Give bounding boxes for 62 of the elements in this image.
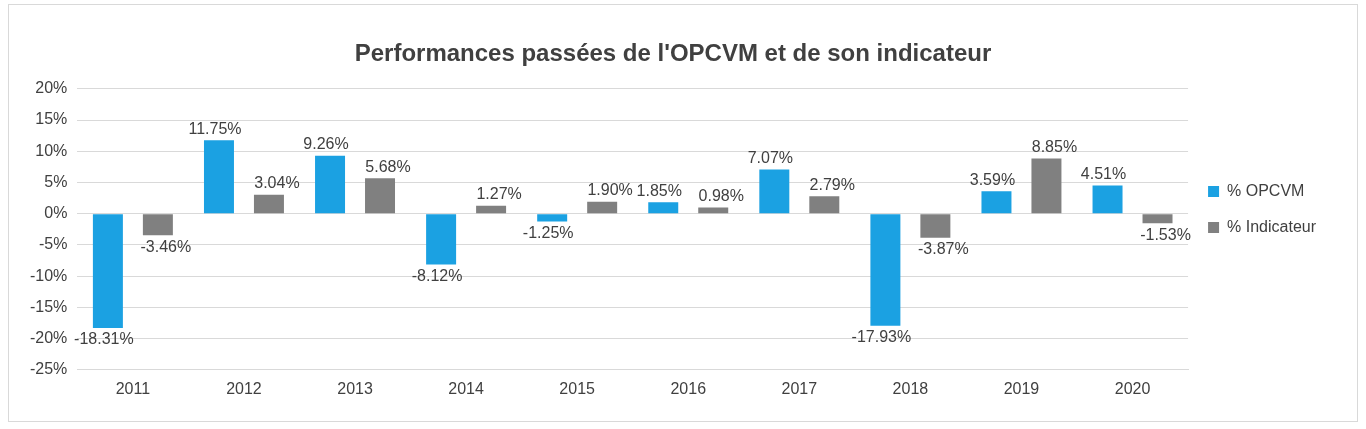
y-tick-label: 15% [35,110,68,128]
bar [1031,158,1062,214]
bar [253,194,284,214]
bar [365,178,396,214]
bar [981,191,1012,214]
bar [759,169,790,214]
data-label: 1.90% [587,181,633,199]
data-label: -8.12% [411,266,463,284]
x-tick-label: 2020 [1114,379,1151,397]
bar [476,205,507,214]
bar [315,155,346,214]
bar [92,214,123,329]
y-tick-label: -20% [29,328,68,346]
x-tick-label: 2015 [559,379,596,397]
bar [587,201,618,214]
data-label: -1.25% [522,223,574,241]
bar [920,214,951,238]
data-label: 0.98% [698,186,744,204]
x-tick-label: 2011 [115,379,151,397]
bar [537,214,568,222]
x-tick-label: 2017 [781,379,818,397]
data-label: 3.59% [969,170,1016,188]
data-label: -3.46% [140,237,192,255]
x-tick-label: 2012 [226,379,262,397]
y-tick-label: -25% [29,360,68,378]
chart-title: Performances passées de l'OPCVM et de son indicateur [354,39,992,67]
x-tick-label: 2018 [892,379,929,397]
bar [426,214,457,265]
data-label: 2.79% [809,175,855,193]
bar [203,140,234,214]
y-tick-label: -5% [38,235,68,253]
y-tick-label: 20% [35,79,68,97]
y-tick-label: 10% [35,141,68,159]
bar [648,202,679,214]
bar [1092,185,1123,214]
data-label: 7.07% [747,148,794,166]
y-tick-label: 0% [44,204,68,222]
x-tick-label: 2016 [670,379,707,397]
legend-label: % Indicateur [1227,217,1317,235]
x-tick-label: 2013 [337,379,373,397]
data-label: -1.53% [1140,225,1191,243]
data-label: 3.04% [254,174,300,192]
data-label: -17.93% [851,328,912,346]
data-label: 1.85% [636,181,682,199]
data-label: 5.68% [365,157,411,175]
data-label: 11.75% [188,119,242,137]
data-label: -3.87% [918,240,969,258]
y-tick-label: -10% [29,266,68,284]
bar [870,214,901,326]
bar [1142,214,1173,224]
legend-label: % OPCVM [1227,181,1305,199]
data-label: 1.27% [476,185,522,203]
data-label: 8.85% [1031,137,1078,155]
data-label: -18.31% [74,330,134,348]
x-tick-label: 2014 [448,379,484,397]
data-label: 4.51% [1080,164,1127,182]
data-label: 9.26% [303,135,349,153]
bar [809,196,840,214]
y-tick-label: -15% [29,297,68,315]
x-tick-label: 2019 [1003,379,1040,397]
bar [142,214,173,236]
y-tick-label: 5% [44,172,68,190]
